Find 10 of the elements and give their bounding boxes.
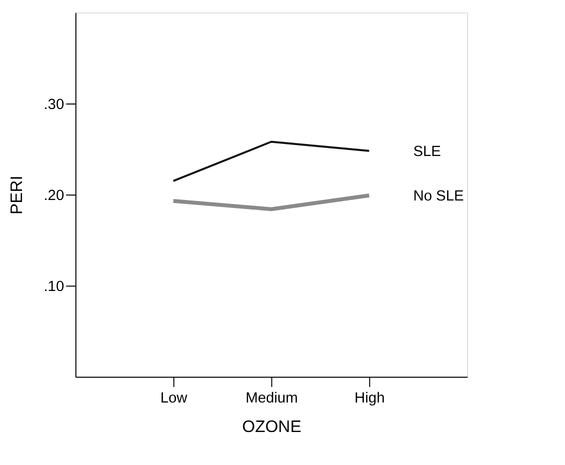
text: No SLE xyxy=(413,188,464,204)
x-tick-label: High xyxy=(354,390,385,407)
x-axis-title: OZONE xyxy=(242,417,302,436)
x-tick-label: Medium xyxy=(246,390,298,407)
x-tick-label: Low xyxy=(160,390,188,407)
text: SLE xyxy=(413,144,442,160)
y-tick-label: .10 xyxy=(44,279,64,296)
y-axis-title: PERI xyxy=(7,176,26,214)
y-tick-label: .20 xyxy=(44,188,64,204)
y-tick-label: .30 xyxy=(44,96,64,113)
